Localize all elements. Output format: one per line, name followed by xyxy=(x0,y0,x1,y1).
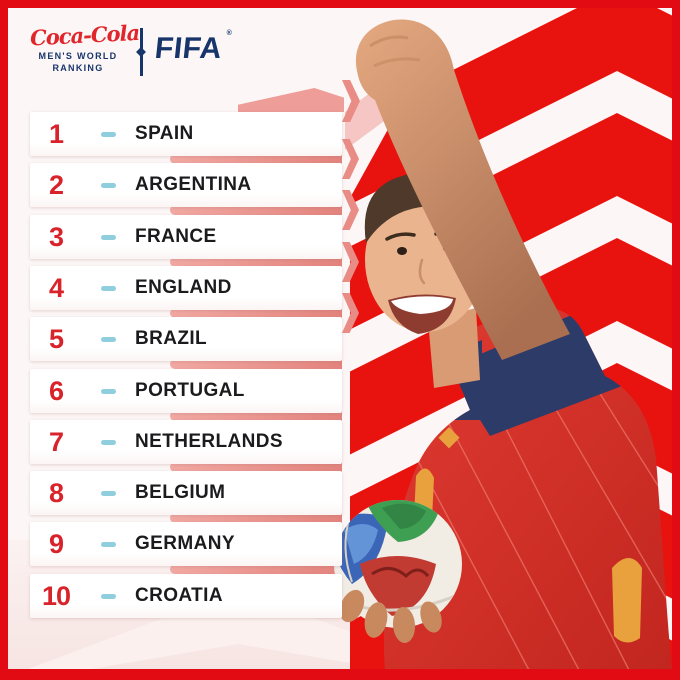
ranking-row: 7 NETHERLANDS xyxy=(30,420,342,464)
team-name: PORTUGAL xyxy=(135,380,245,401)
rank-number: 2 xyxy=(48,169,64,200)
row-gap-accent xyxy=(170,564,342,574)
no-change-indicator xyxy=(101,439,116,445)
team-name: FRANCE xyxy=(135,226,217,247)
lockup-divider xyxy=(136,28,147,76)
team-name: NETHERLANDS xyxy=(135,431,283,452)
team-name: ARGENTINA xyxy=(135,174,252,195)
team-name: SPAIN xyxy=(135,123,194,144)
player-photo xyxy=(334,19,672,672)
rank-number: 4 xyxy=(48,272,64,303)
row-gap-accent xyxy=(170,205,342,215)
ranking-row: 2 ARGENTINA xyxy=(30,163,342,207)
row-gap-accent xyxy=(170,154,342,164)
fifa-text: FIFA xyxy=(152,32,224,65)
ranking-row: 5 BRAZIL xyxy=(30,317,342,361)
team-name: BELGIUM xyxy=(135,482,226,503)
no-change-indicator xyxy=(101,336,116,342)
ranking-title-line2: RANKING xyxy=(52,63,104,74)
row-gap-accent xyxy=(170,513,342,523)
ranking-row: 1 SPAIN xyxy=(30,112,342,156)
no-change-indicator xyxy=(101,490,116,496)
player-raised-arm xyxy=(355,19,570,360)
team-name: BRAZIL xyxy=(135,328,208,349)
rank-number: 3 xyxy=(48,221,64,252)
team-name: GERMANY xyxy=(135,533,235,554)
ranking-row: 3 FRANCE xyxy=(30,215,342,259)
coca-cola-logo: Coca-Cola MEN'S WORLD RANKING xyxy=(29,19,140,74)
diamond-icon xyxy=(136,47,147,57)
team-name: CROATIA xyxy=(135,585,223,606)
no-change-indicator xyxy=(101,285,116,291)
no-change-indicator xyxy=(101,234,116,240)
row-gap-accent xyxy=(170,462,342,472)
ranking-row: 10 CROATIA xyxy=(30,574,342,618)
no-change-indicator xyxy=(101,541,116,547)
team-name: ENGLAND xyxy=(135,277,232,298)
row-gap-accent xyxy=(170,308,342,318)
ranking-row: 8 BELGIUM xyxy=(30,471,342,515)
no-change-indicator xyxy=(101,593,116,599)
coca-cola-script: Coca-Cola xyxy=(29,19,140,51)
rank-number: 10 xyxy=(41,580,71,611)
ranking-row: 4 ENGLAND xyxy=(30,266,342,310)
rank-number: 8 xyxy=(48,477,64,508)
no-change-indicator xyxy=(101,131,116,137)
row-gap-accent xyxy=(170,359,342,369)
rank-number: 1 xyxy=(48,118,64,149)
no-change-indicator xyxy=(101,182,116,188)
header-lockup: Coca-Cola MEN'S WORLD RANKING FIFA ® xyxy=(29,19,232,76)
no-change-indicator xyxy=(101,388,116,394)
row-gap-accent xyxy=(170,411,342,421)
registered-trademark: ® xyxy=(226,30,233,37)
ranking-row: 6 PORTUGAL xyxy=(30,369,342,413)
rank-number: 5 xyxy=(48,323,64,354)
fifa-logo: FIFA ® xyxy=(152,30,232,66)
light-chevron-decoration xyxy=(20,590,458,672)
rank-number: 7 xyxy=(48,426,64,457)
rank-number: 6 xyxy=(48,375,64,406)
row-gap-accent xyxy=(170,257,342,267)
ranking-row: 9 GERMANY xyxy=(30,522,342,566)
rank-number: 9 xyxy=(48,528,64,559)
ranking-title-line1: MEN'S WORLD xyxy=(38,51,118,62)
